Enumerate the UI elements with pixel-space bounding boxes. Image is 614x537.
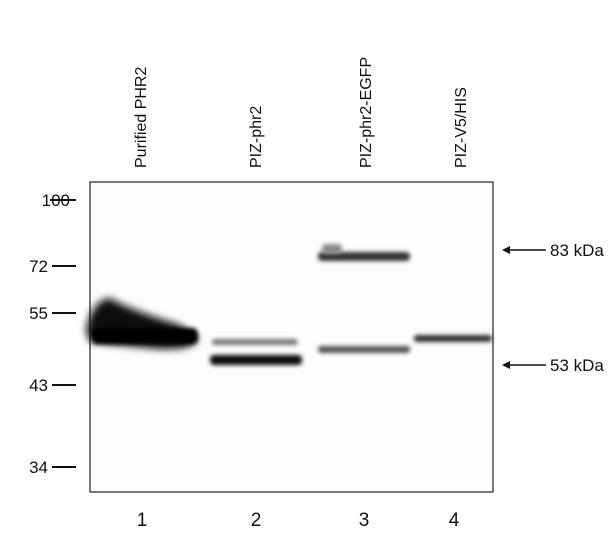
bands	[86, 244, 492, 365]
lane-label: PIZ-phr2	[248, 106, 265, 168]
annotation-label: 83 kDa	[550, 241, 604, 260]
markers: 100 72 55 43 34	[29, 191, 76, 477]
marker-label: 43	[29, 376, 48, 395]
lane-number: 3	[359, 510, 370, 531]
arrow-head	[502, 361, 510, 369]
marker-label: 72	[29, 257, 48, 276]
lane-label: PIZ-V5/HIS	[453, 87, 470, 168]
marker-label: 34	[29, 458, 48, 477]
lane-label: Purified PHR2	[133, 67, 150, 168]
lane-number: 2	[251, 510, 262, 531]
arrow-head	[502, 246, 510, 254]
lane-label: PIZ-phr2-EGFP	[358, 57, 375, 168]
annotation-label: 53 kDa	[550, 356, 604, 375]
lane-number: 4	[449, 510, 460, 531]
lane-number: 1	[137, 510, 148, 531]
marker-label: 55	[29, 304, 48, 323]
